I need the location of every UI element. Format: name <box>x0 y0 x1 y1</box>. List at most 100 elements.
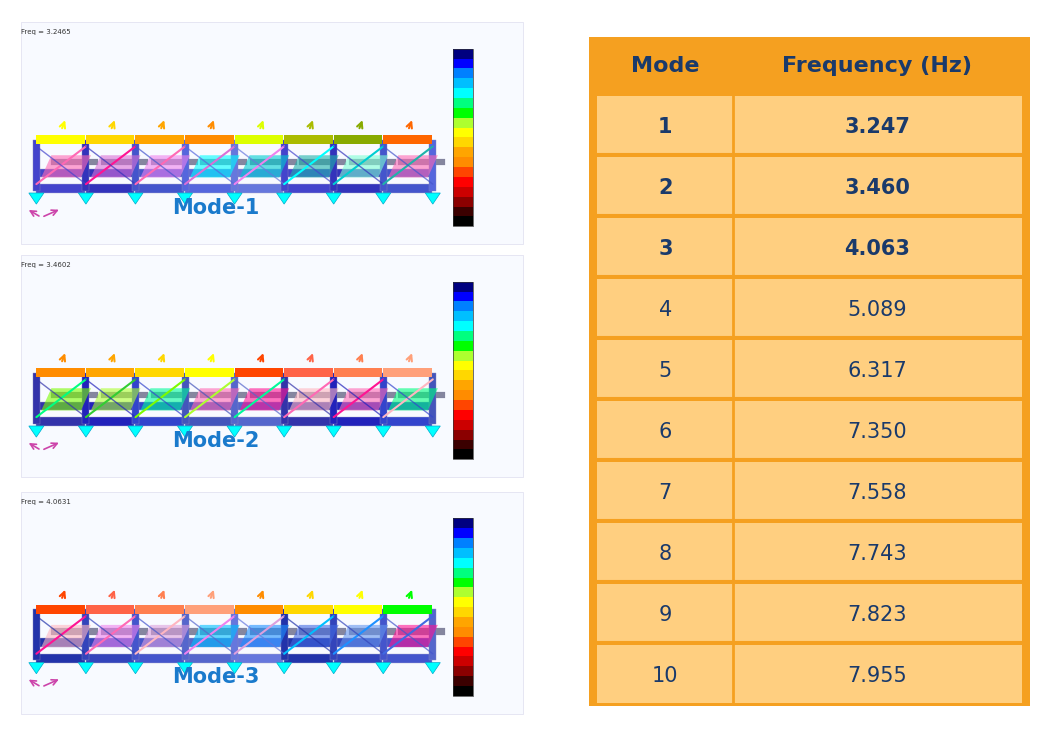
Bar <box>299 629 347 635</box>
Bar <box>597 585 1022 642</box>
Polygon shape <box>227 663 243 674</box>
Bar <box>597 646 1022 703</box>
Bar <box>135 169 184 178</box>
Bar <box>453 360 472 371</box>
Polygon shape <box>91 625 141 647</box>
Polygon shape <box>327 426 341 437</box>
Bar <box>453 78 472 88</box>
Bar <box>453 331 472 341</box>
Bar <box>285 135 333 144</box>
Bar <box>453 429 472 440</box>
Bar <box>285 401 333 410</box>
Bar <box>597 218 1022 276</box>
Bar <box>334 605 382 614</box>
Bar <box>597 158 1022 215</box>
Bar <box>349 392 396 398</box>
Bar <box>37 417 85 426</box>
Bar <box>453 568 472 577</box>
Bar <box>453 177 472 186</box>
Bar <box>597 279 1022 337</box>
Bar <box>132 140 139 191</box>
Bar <box>453 68 472 78</box>
Polygon shape <box>289 389 339 410</box>
Bar <box>182 609 189 661</box>
Text: 2: 2 <box>658 178 673 198</box>
Polygon shape <box>79 426 93 437</box>
Text: Freq = 4.0631: Freq = 4.0631 <box>21 499 71 505</box>
Bar <box>51 392 99 398</box>
Bar <box>135 369 184 377</box>
Bar <box>51 158 99 165</box>
Polygon shape <box>128 193 143 204</box>
Text: 7.823: 7.823 <box>847 605 907 625</box>
Polygon shape <box>376 426 391 437</box>
Bar <box>453 548 472 558</box>
Bar <box>86 401 134 410</box>
Text: 6: 6 <box>658 422 672 442</box>
Bar <box>429 140 437 191</box>
Text: 4: 4 <box>658 300 672 320</box>
Text: 5: 5 <box>658 361 672 381</box>
Polygon shape <box>190 625 239 647</box>
Bar <box>185 169 233 178</box>
Bar <box>383 369 432 377</box>
Bar <box>280 373 288 424</box>
Bar <box>285 184 333 193</box>
Bar <box>453 607 472 617</box>
Bar <box>597 340 1022 398</box>
Bar <box>37 638 85 647</box>
Bar <box>453 302 472 311</box>
Polygon shape <box>239 389 289 410</box>
Polygon shape <box>91 155 141 178</box>
Bar <box>135 135 184 144</box>
Bar <box>597 523 1022 581</box>
Bar <box>135 184 184 193</box>
Bar <box>234 605 284 614</box>
Bar <box>453 321 472 331</box>
Bar <box>37 135 85 144</box>
Text: 7.558: 7.558 <box>847 483 907 503</box>
Text: 5.089: 5.089 <box>847 300 907 320</box>
Bar <box>86 638 134 647</box>
Bar <box>383 654 432 663</box>
Bar <box>453 351 472 360</box>
Text: Frequency (Hz): Frequency (Hz) <box>782 56 972 77</box>
Bar <box>453 186 472 197</box>
Polygon shape <box>227 193 243 204</box>
Bar <box>150 629 197 635</box>
Bar <box>334 417 382 426</box>
Bar <box>453 137 472 147</box>
Polygon shape <box>339 155 388 178</box>
Bar <box>21 492 523 714</box>
Bar <box>234 169 284 178</box>
Bar <box>349 629 396 635</box>
Bar <box>453 197 472 207</box>
Polygon shape <box>227 426 243 437</box>
Bar <box>383 417 432 426</box>
Bar <box>231 373 238 424</box>
Bar <box>429 609 437 661</box>
Polygon shape <box>91 389 141 410</box>
Polygon shape <box>141 389 190 410</box>
Bar <box>597 401 1022 459</box>
Bar <box>285 369 333 377</box>
Polygon shape <box>327 193 341 204</box>
Polygon shape <box>388 155 438 178</box>
Bar <box>380 373 386 424</box>
Text: 7.350: 7.350 <box>847 422 907 442</box>
Bar <box>21 22 523 244</box>
Polygon shape <box>339 625 388 647</box>
Polygon shape <box>141 625 190 647</box>
Bar <box>185 654 233 663</box>
Bar <box>185 135 233 144</box>
Bar <box>330 609 337 661</box>
Text: 7.743: 7.743 <box>847 544 907 564</box>
Polygon shape <box>79 193 93 204</box>
Bar <box>453 48 472 59</box>
Bar <box>453 558 472 568</box>
Bar <box>86 135 134 144</box>
Bar <box>453 410 472 420</box>
Bar <box>37 184 85 193</box>
Bar <box>185 605 233 614</box>
Bar <box>453 676 472 686</box>
